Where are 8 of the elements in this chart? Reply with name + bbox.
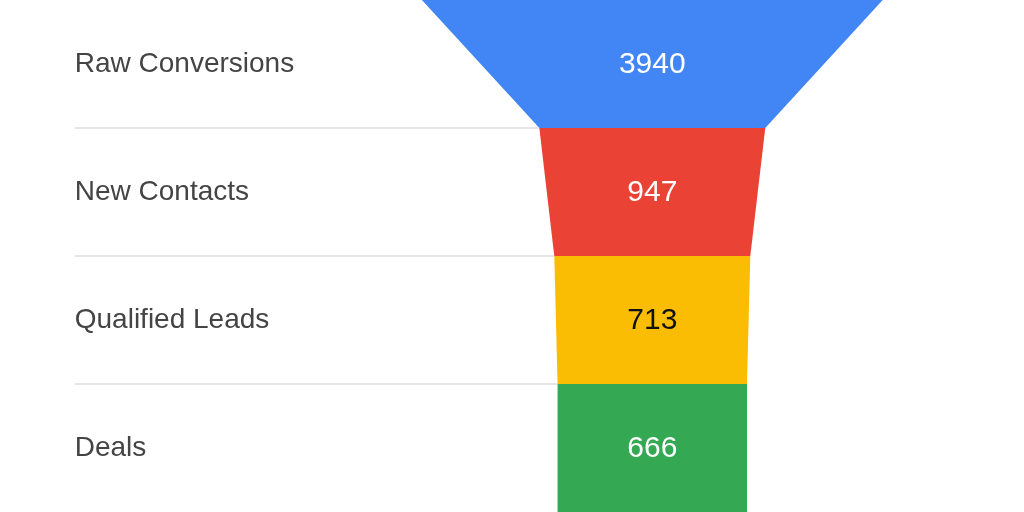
category-label: Qualified Leads: [74, 303, 270, 334]
data-label: 3940: [618, 46, 686, 79]
category-label: Raw Conversions: [74, 47, 295, 78]
category-label: Deals: [74, 431, 147, 462]
category-label: New Contacts: [74, 175, 250, 206]
data-label: 666: [627, 430, 678, 463]
data-label: 947: [627, 174, 678, 207]
data-label: 713: [627, 302, 678, 335]
